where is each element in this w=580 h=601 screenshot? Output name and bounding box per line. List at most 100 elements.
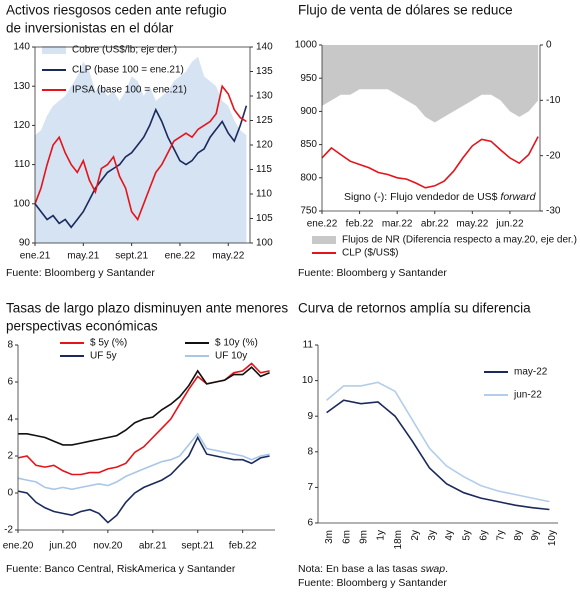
legend-swatch — [312, 236, 336, 244]
area — [35, 56, 247, 243]
y-tick-label: 100 — [13, 198, 30, 209]
x-tick-label: sept.21 — [115, 251, 148, 262]
x-tick-label: 9m — [358, 530, 369, 544]
y2-tick-label: -10 — [546, 95, 561, 106]
y2-tick-label: 130 — [256, 91, 273, 102]
x-tick-label: abr.21 — [139, 541, 167, 552]
x-tick-label: may.22 — [456, 219, 488, 230]
y-tick-label: 10 — [302, 375, 314, 386]
y2-tick-label: 110 — [256, 189, 272, 200]
annotation: Signo (-): Flujo vendedor de US$ forward — [344, 191, 537, 203]
y2-tick-label: -20 — [546, 150, 561, 161]
x-tick-label: jun.20 — [48, 541, 77, 552]
y-tick-label: 8 — [7, 340, 13, 351]
legend-label: CLP (base 100 = ene.21) — [72, 65, 184, 76]
line — [321, 136, 539, 189]
y-tick-label: 6 — [7, 377, 13, 388]
x-tick-label: 3y — [427, 530, 438, 541]
area — [322, 45, 539, 123]
x-tick-label: may.21 — [67, 251, 99, 262]
y2-tick-label: 100 — [256, 238, 273, 249]
chart-title: perspectivas económicas — [6, 319, 158, 334]
y-tick-label: 130 — [13, 81, 30, 92]
y-tick-label: 1000 — [295, 40, 318, 51]
y2-tick-label: 140 — [256, 42, 273, 53]
annotation-part: Signo (-): Flujo vendedor de US$ — [344, 191, 500, 203]
line — [17, 432, 270, 491]
x-tick-label: ene.20 — [3, 541, 34, 552]
y2-tick-label: 125 — [256, 115, 273, 126]
y-tick-label: 90 — [19, 238, 31, 249]
y2-tick-label: 115 — [256, 164, 272, 175]
y-tick-label: 9 — [307, 411, 313, 422]
note-part: swap — [421, 563, 446, 575]
legend-label: IPSA (base 100 = ene.21) — [72, 85, 187, 96]
chart-title: Flujo de venta de dólares se reduce — [298, 3, 513, 18]
line — [34, 105, 248, 229]
legend-label: jun-22 — [513, 390, 542, 401]
y-tick-label: 0 — [7, 488, 13, 499]
y2-tick-label: -30 — [546, 206, 561, 217]
note: Nota: En base a las tasas swap. — [298, 563, 448, 575]
x-tick-label: nov.20 — [93, 541, 123, 552]
line — [18, 366, 270, 446]
x-tick-label: 9y — [530, 530, 541, 541]
x-tick-label: 4y — [444, 530, 455, 541]
x-tick-label: 7y — [496, 530, 507, 541]
x-tick-label: mar.22 — [382, 219, 413, 230]
chart-title: Activos riesgosos ceden ante refugio — [6, 3, 227, 18]
x-tick-label: 1y — [376, 530, 387, 541]
y-tick-label: 140 — [13, 42, 30, 53]
y-tick-label: -2 — [4, 525, 13, 536]
line — [17, 435, 270, 524]
legend-label: Cobre (US$/lb; eje der.) — [72, 45, 177, 56]
x-tick-label: may.22 — [212, 251, 244, 262]
y-tick-label: 950 — [300, 73, 317, 84]
x-tick-label: 5y — [461, 530, 472, 541]
legend-label: CLP ($/US$) — [342, 248, 399, 259]
chart-title: de inversionistas en el dólar — [6, 21, 174, 36]
x-tick-label: ene.21 — [20, 251, 51, 262]
source: Fuente: Banco Central, RiskAmerica y San… — [6, 563, 236, 575]
y-tick-label: 110 — [14, 159, 30, 170]
x-tick-label: sept.21 — [181, 541, 214, 552]
y2-tick-label: 0 — [546, 40, 552, 51]
y-tick-label: 2 — [7, 451, 13, 462]
y-tick-label: 7 — [307, 482, 313, 493]
x-tick-label: ene.22 — [307, 219, 338, 230]
y2-tick-label: 135 — [256, 66, 273, 77]
legend-label: $ 10y (%) — [215, 338, 258, 349]
legend-swatch — [42, 46, 66, 54]
x-tick-label: feb.22 — [229, 541, 257, 552]
y-tick-label: 750 — [300, 206, 317, 217]
x-tick-label: 3m — [324, 530, 335, 544]
y-tick-label: 850 — [300, 139, 317, 150]
y-tick-label: 900 — [300, 106, 317, 117]
y-tick-label: 120 — [13, 120, 30, 131]
source: Fuente: Bloomberg y Santander — [298, 267, 447, 279]
legend-label: UF 10y — [215, 351, 247, 362]
y-tick-label: 11 — [303, 340, 314, 351]
legend-label: Flujos de NR (Diferencia respecto a may.… — [342, 235, 577, 246]
chart-title: Tasas de largo plazo disminuyen ante men… — [6, 301, 288, 316]
source: Fuente: Bloomberg y Santander — [298, 577, 447, 589]
x-tick-label: 6m — [341, 530, 352, 544]
legend-label: $ 5y (%) — [90, 338, 127, 349]
note-part: . — [445, 563, 448, 575]
y-tick-label: 8 — [307, 446, 313, 457]
y2-tick-label: 105 — [256, 213, 273, 224]
x-tick-label: 10y — [547, 530, 558, 546]
annotation-part: forward — [500, 191, 536, 203]
x-tick-label: 8y — [513, 530, 524, 541]
y-tick-label: 800 — [300, 172, 317, 183]
x-tick-label: 2y — [410, 530, 421, 541]
x-tick-label: 6y — [478, 530, 489, 541]
legend-label: UF 5y — [90, 351, 117, 362]
line — [34, 84, 247, 222]
x-tick-label: feb.22 — [346, 219, 374, 230]
x-tick-label: jun.22 — [495, 219, 524, 230]
source: Fuente: Bloomberg y Santander — [6, 267, 155, 279]
y-tick-label: 6 — [307, 518, 313, 529]
y-tick-label: 4 — [7, 414, 13, 425]
x-tick-label: abr.22 — [421, 219, 449, 230]
